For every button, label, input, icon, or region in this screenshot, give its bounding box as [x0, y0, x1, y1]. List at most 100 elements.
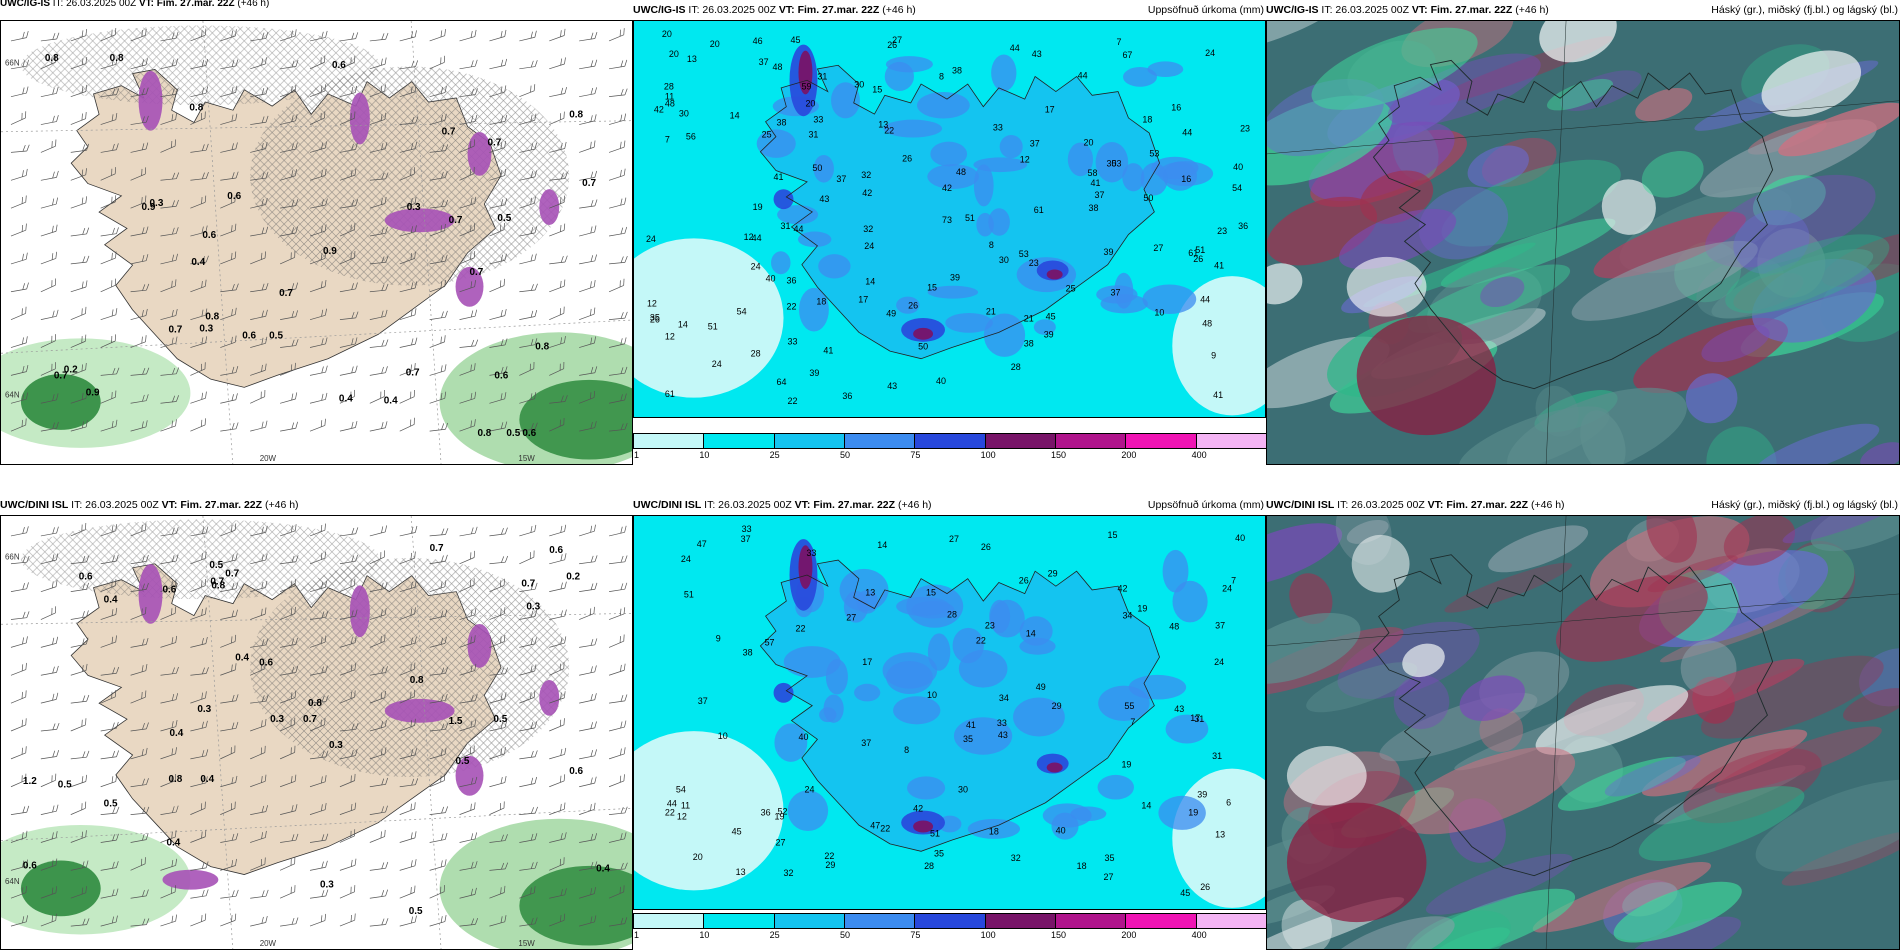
- snow-value-label: 0.8: [211, 581, 225, 592]
- wind-barb: [160, 885, 176, 899]
- wind-barb: [279, 774, 297, 788]
- precip-value-label: 33: [813, 114, 823, 124]
- wind-barb: [130, 115, 149, 125]
- precip-value-label: 12: [677, 811, 687, 821]
- wind-barb: [130, 889, 149, 899]
- wind-barb: [130, 637, 149, 648]
- wind-barb: [429, 364, 447, 376]
- cloud-field: [1706, 426, 1777, 464]
- field-blob: [250, 558, 570, 778]
- wind-barb: [130, 58, 148, 70]
- cloud-field: [1467, 145, 1529, 188]
- snow-value-label: 0.7: [303, 714, 317, 725]
- precip-value-label: 22: [665, 807, 675, 817]
- precip-value-label: 41: [1091, 178, 1101, 188]
- precip-value-label: 39: [1044, 329, 1054, 339]
- wind-barb: [549, 524, 567, 537]
- wind-barb: [549, 395, 568, 404]
- wind-barb: [190, 801, 206, 815]
- model-name: UWC/DINI ISL: [0, 499, 69, 511]
- field-blob: [1122, 163, 1145, 192]
- cloud-field: [1723, 516, 1796, 566]
- wind-barb: [220, 663, 237, 676]
- wind-barb: [70, 112, 87, 125]
- wind-barb: [10, 555, 30, 565]
- wind-barb: [250, 336, 268, 348]
- wind-barb: [459, 663, 477, 676]
- wind-barb: [250, 31, 269, 42]
- colorbar-swatch: [773, 433, 845, 449]
- precip-value-label: 39: [1197, 790, 1207, 800]
- snow-value-label: 0.6: [522, 428, 536, 439]
- field-blob: [771, 251, 791, 275]
- precip-value-label: 32: [784, 868, 794, 878]
- wind-barb: [190, 86, 208, 97]
- wind-barb: [160, 579, 177, 592]
- wind-barb: [519, 721, 538, 732]
- wind-barb: [369, 366, 388, 376]
- wind-barb: [579, 776, 597, 788]
- precip-value-label: 54: [1232, 183, 1242, 193]
- snow-value-label: 0.4: [191, 257, 205, 268]
- wind-barb: [279, 857, 296, 871]
- wind-barb: [160, 830, 177, 843]
- wind-barb: [549, 832, 567, 843]
- wind-barb: [40, 750, 60, 760]
- wind-barb: [160, 58, 178, 70]
- snow-value-label: 0.6: [242, 331, 256, 342]
- precip-value-label: 52: [778, 806, 788, 816]
- wind-barb: [130, 722, 149, 732]
- precip-value-label: 25: [1066, 284, 1076, 294]
- wind-barb: [309, 750, 329, 760]
- wind-barb: [519, 226, 538, 237]
- precip-value-label: 39: [1104, 247, 1114, 257]
- precip-value-label: 61: [665, 389, 675, 399]
- colorbar: 1 10 25 50 75 100 150 200 400: [633, 913, 1267, 941]
- precip-value-label: 56: [686, 131, 696, 141]
- wind-barb: [160, 336, 178, 348]
- field-blob: [138, 70, 163, 131]
- precip-value-label: 48: [1202, 318, 1212, 328]
- wind-barb: [369, 339, 389, 348]
- wind-barb: [100, 750, 119, 760]
- wind-barb: [459, 694, 478, 704]
- field-blob: [1147, 61, 1184, 77]
- field-blob: [773, 189, 794, 210]
- field-blob: [823, 694, 844, 723]
- wind-barb: [429, 528, 449, 537]
- precip-value-label: 39: [809, 368, 819, 378]
- wind-barb: [399, 636, 417, 648]
- wind-barb: [549, 857, 565, 871]
- wind-barb: [579, 87, 598, 98]
- cloud-field: [1701, 324, 1770, 363]
- precip-value-label: 26: [1193, 254, 1203, 264]
- precip-value-label: 58: [1088, 168, 1098, 178]
- wind-barb: [309, 580, 328, 592]
- precip-value-label: 30: [679, 109, 689, 119]
- wind-barb: [280, 392, 298, 404]
- wind-barb: [309, 392, 328, 404]
- wind-barb: [309, 523, 326, 537]
- wind-barb: [100, 367, 120, 376]
- wind-barb: [130, 308, 148, 320]
- wind-barb: [100, 419, 118, 432]
- wind-barb: [519, 806, 538, 815]
- field-blob: [896, 296, 920, 314]
- wind-barb: [429, 223, 446, 237]
- precip-field: [760, 560, 1160, 852]
- cloud-field: [1267, 21, 1339, 52]
- precip-value-label: 14: [1141, 801, 1151, 811]
- wind-barb: [519, 30, 537, 42]
- wind-barb: [429, 914, 447, 927]
- wind-barb: [10, 195, 27, 209]
- precip-value-label: 36: [842, 391, 852, 401]
- field-blob: [467, 624, 492, 668]
- wind-barb: [190, 28, 207, 42]
- wind-barb: [519, 113, 537, 125]
- wind-barb: [459, 114, 478, 125]
- wind-barb: [130, 167, 147, 181]
- wind-barb: [608, 197, 627, 209]
- wind-barb: [130, 606, 147, 620]
- wind-barb: [130, 142, 149, 153]
- field-blob: [913, 327, 934, 340]
